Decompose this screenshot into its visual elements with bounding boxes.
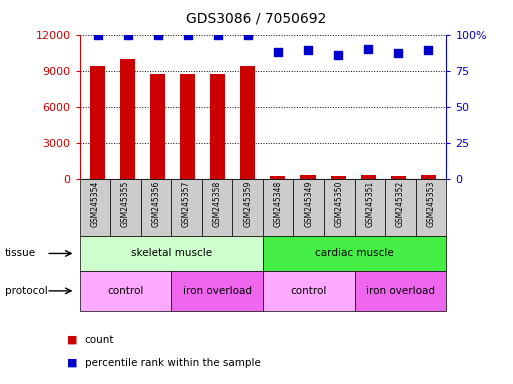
Text: GSM245350: GSM245350: [335, 180, 344, 227]
Bar: [301, 175, 315, 179]
Bar: [391, 176, 406, 179]
Point: [304, 47, 312, 53]
Point: [334, 52, 342, 58]
Bar: [241, 66, 255, 179]
Text: iron overload: iron overload: [183, 286, 251, 296]
Text: cardiac muscle: cardiac muscle: [315, 248, 394, 258]
Point: [214, 31, 222, 38]
Point: [184, 31, 192, 38]
Text: ■: ■: [67, 335, 77, 345]
Point: [93, 31, 102, 38]
Text: GSM245359: GSM245359: [243, 180, 252, 227]
Text: GDS3086 / 7050692: GDS3086 / 7050692: [186, 12, 327, 25]
Text: GSM245356: GSM245356: [151, 180, 161, 227]
Text: protocol: protocol: [5, 286, 48, 296]
Text: control: control: [290, 286, 327, 296]
Text: percentile rank within the sample: percentile rank within the sample: [85, 358, 261, 368]
Text: GSM245348: GSM245348: [274, 180, 283, 227]
Text: tissue: tissue: [5, 248, 36, 258]
Text: GSM245353: GSM245353: [426, 180, 436, 227]
Bar: [270, 176, 285, 179]
Text: GSM245358: GSM245358: [212, 180, 222, 227]
Text: GSM245351: GSM245351: [365, 180, 374, 227]
Point: [124, 31, 132, 38]
Point: [394, 50, 402, 56]
Bar: [361, 175, 376, 179]
Bar: [150, 74, 165, 179]
Text: control: control: [107, 286, 144, 296]
Text: GSM245354: GSM245354: [90, 180, 100, 227]
Bar: [90, 66, 105, 179]
Bar: [180, 74, 195, 179]
Bar: [120, 59, 135, 179]
Text: GSM245352: GSM245352: [396, 180, 405, 227]
Text: GSM245349: GSM245349: [304, 180, 313, 227]
Point: [244, 31, 252, 38]
Text: GSM245357: GSM245357: [182, 180, 191, 227]
Bar: [330, 176, 346, 179]
Point: [364, 46, 372, 52]
Point: [153, 31, 162, 38]
Bar: [210, 74, 225, 179]
Point: [424, 47, 432, 53]
Text: count: count: [85, 335, 114, 345]
Bar: [421, 175, 436, 179]
Text: skeletal muscle: skeletal muscle: [131, 248, 212, 258]
Text: ■: ■: [67, 358, 77, 368]
Point: [274, 49, 282, 55]
Text: GSM245355: GSM245355: [121, 180, 130, 227]
Text: iron overload: iron overload: [366, 286, 435, 296]
